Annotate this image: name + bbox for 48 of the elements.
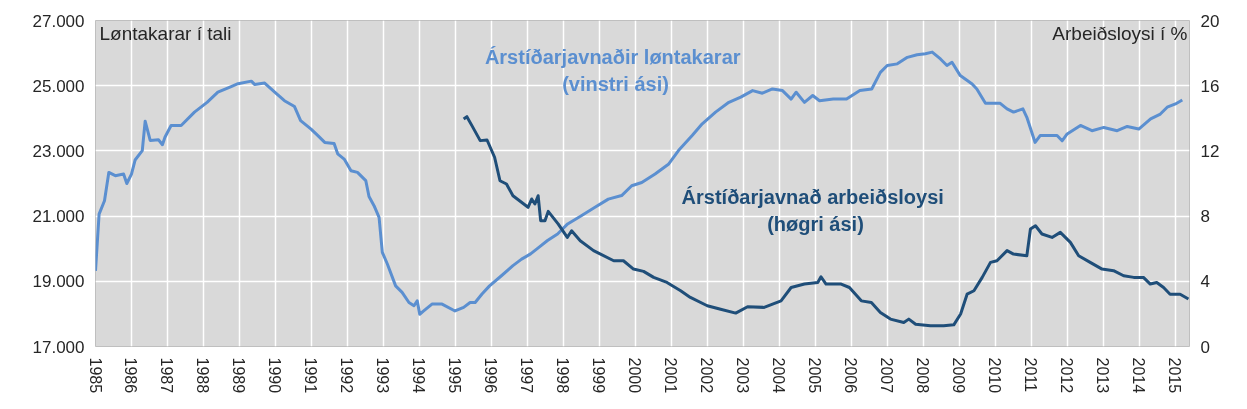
x-tick-label: 1993 — [374, 357, 392, 394]
x-tick-label: 1992 — [338, 357, 356, 394]
y-tick-label: 19.000 — [32, 272, 85, 292]
y2-tick-label: 12 — [1200, 141, 1220, 161]
x-tick-label: 2007 — [878, 357, 896, 394]
x-tick-label: 1996 — [482, 357, 500, 394]
x-tick-label: 1985 — [86, 357, 104, 394]
y-tick-label: 25.000 — [32, 76, 85, 96]
y-tick-label: 17.000 — [32, 337, 85, 357]
text: Árstíðarjavnað arbeiðsloysi (høgri ási) — [681, 185, 944, 235]
y-axis-title: Løntakarar í tali — [99, 22, 232, 44]
x-tick-label: 1999 — [590, 357, 608, 394]
x-tick-label: 2009 — [950, 357, 968, 394]
x-tick-label: 2015 — [1166, 357, 1184, 394]
y-tick-label: 27.000 — [32, 11, 85, 31]
x-tick-label: 1989 — [230, 357, 248, 394]
y2-tick-label: 0 — [1200, 337, 1210, 357]
x-tick-label: 2004 — [770, 357, 788, 394]
x-tick-label: 2013 — [1094, 357, 1112, 394]
x-tick-label: 1998 — [554, 357, 572, 394]
x-tick-label: 2003 — [734, 357, 752, 394]
series-label: Árstíðarjavnaðir løntakarar (vinstri ási) — [484, 45, 741, 95]
x-tick-label: 2011 — [1022, 357, 1040, 393]
x-tick-label: 1997 — [518, 357, 536, 394]
x-tick-label: 2006 — [842, 357, 860, 394]
y2-axis-title: Arbeiðsloysi í % — [1052, 22, 1188, 44]
x-tick-label: 1990 — [266, 357, 284, 394]
x-tick-label: 2000 — [626, 357, 644, 394]
x-tick-label: 1991 — [302, 357, 320, 394]
y2-tick-label: 16 — [1200, 76, 1220, 96]
x-tick-label: 1987 — [158, 357, 176, 394]
y2-tick-label: 20 — [1200, 11, 1220, 31]
y2-tick-label: 4 — [1200, 272, 1210, 292]
x-tick-label: 1988 — [194, 357, 212, 394]
y-tick-label: 21.000 — [32, 207, 85, 227]
y2-tick-label: 8 — [1200, 207, 1210, 227]
x-tick-label: 2005 — [806, 357, 824, 394]
x-tick-label: 2010 — [986, 357, 1004, 394]
x-tick-label: 1995 — [446, 357, 464, 394]
x-tick-label: 1994 — [410, 357, 428, 394]
x-tick-label: 2014 — [1130, 357, 1148, 394]
x-tick-label: 2002 — [698, 357, 716, 394]
line-series — [462, 115, 1190, 328]
x-tick-label: 2001 — [662, 357, 680, 394]
x-tick-label: 1986 — [122, 357, 140, 394]
x-tick-label: 2012 — [1058, 357, 1076, 394]
x-tick-label: 2008 — [914, 357, 932, 394]
y-tick-label: 23.000 — [32, 141, 85, 161]
